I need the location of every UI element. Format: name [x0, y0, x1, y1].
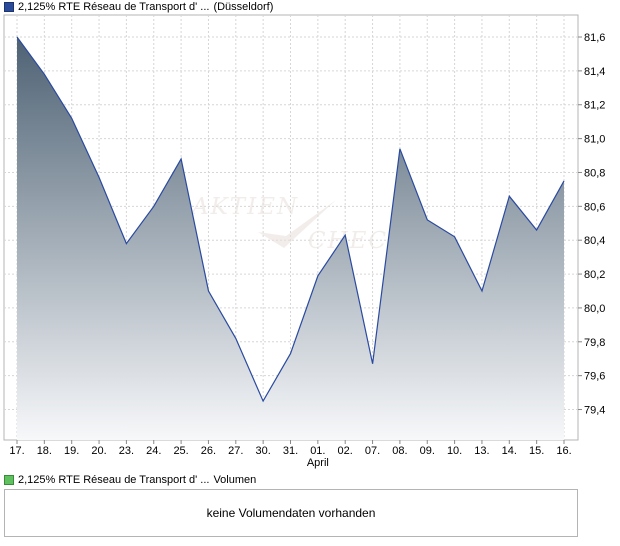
month-label: April: [307, 457, 329, 469]
price-line: [16, 36, 565, 403]
y-tick-label: 80,2: [584, 269, 605, 281]
y-tick-label: 81,0: [584, 134, 605, 146]
data-point: [206, 289, 210, 293]
x-tick-label: 31.: [283, 445, 298, 457]
volume-series-title: 2,125% RTE Réseau de Transport d' ...: [18, 474, 210, 486]
x-tick-label: 17.: [9, 445, 24, 457]
data-point: [97, 176, 101, 180]
data-point: [453, 235, 457, 239]
data-point: [316, 274, 320, 278]
x-tick-label: 14.: [502, 445, 517, 457]
volume-label: Volumen: [213, 474, 257, 486]
x-tick-label: 16.: [556, 445, 571, 457]
volume-panel: keine Volumendaten vorhanden: [4, 489, 578, 537]
x-tick-label: 26.: [201, 445, 216, 457]
price-chart: AKTIEN CHECK 81,681,481,281,080,880,680,…: [3, 14, 605, 469]
x-tick-label: 13.: [474, 445, 489, 457]
x-tick-label: 15.: [529, 445, 544, 457]
data-point: [343, 233, 347, 237]
data-point: [70, 116, 74, 120]
data-point: [425, 218, 429, 222]
data-point: [152, 204, 156, 208]
x-tick-label: 02.: [338, 445, 353, 457]
y-tick-label: 80,6: [584, 201, 605, 213]
data-point: [398, 147, 402, 151]
data-point: [42, 72, 46, 76]
price-legend: 2,125% RTE Réseau de Transport d' ... (D…: [4, 0, 273, 14]
exchange-label: (Düsseldorf): [213, 1, 274, 13]
data-point: [507, 194, 511, 198]
y-tick-label: 79,8: [584, 337, 605, 349]
x-tick-label: 01.: [310, 445, 325, 457]
x-tick-label: 10.: [447, 445, 462, 457]
x-tick-label: 30.: [256, 445, 271, 457]
y-tick-label: 80,4: [584, 235, 605, 247]
y-tick-label: 79,4: [584, 405, 605, 417]
data-point: [562, 179, 566, 183]
x-tick-label: 08.: [392, 445, 407, 457]
y-tick-label: 81,2: [584, 100, 605, 112]
data-point: [371, 362, 375, 366]
x-tick-label: 19.: [64, 445, 79, 457]
y-tick-label: 81,4: [584, 66, 605, 78]
y-tick-label: 79,6: [584, 371, 605, 383]
volume-legend: 2,125% RTE Réseau de Transport d' ... Vo…: [4, 473, 256, 487]
x-tick-label: 20.: [91, 445, 106, 457]
data-point: [535, 228, 539, 232]
data-point: [15, 35, 19, 39]
data-point: [289, 352, 293, 356]
data-point: [179, 157, 183, 161]
x-tick-label: 07.: [365, 445, 380, 457]
data-point: [234, 336, 238, 340]
x-tick-label: 23.: [119, 445, 134, 457]
volume-series-swatch: [4, 475, 14, 485]
x-tick-label: 09.: [420, 445, 435, 457]
y-tick-label: 81,6: [584, 32, 605, 44]
x-tick-label: 18.: [37, 445, 52, 457]
watermark-check-icon: [258, 200, 336, 248]
data-point: [480, 289, 484, 293]
no-volume-message: keine Volumendaten vorhanden: [206, 506, 376, 520]
y-tick-label: 80,8: [584, 167, 605, 179]
watermark-text-aktien: AKTIEN: [190, 194, 299, 220]
price-series-title: 2,125% RTE Réseau de Transport d' ...: [18, 1, 210, 13]
price-area-fill: [17, 37, 564, 440]
data-point: [261, 399, 265, 403]
x-tick-label: 25.: [173, 445, 188, 457]
price-series-swatch: [4, 2, 14, 12]
data-point: [124, 242, 128, 246]
x-tick-label: 27.: [228, 445, 243, 457]
x-tick-label: 24.: [146, 445, 161, 457]
y-tick-label: 80,0: [584, 303, 605, 315]
